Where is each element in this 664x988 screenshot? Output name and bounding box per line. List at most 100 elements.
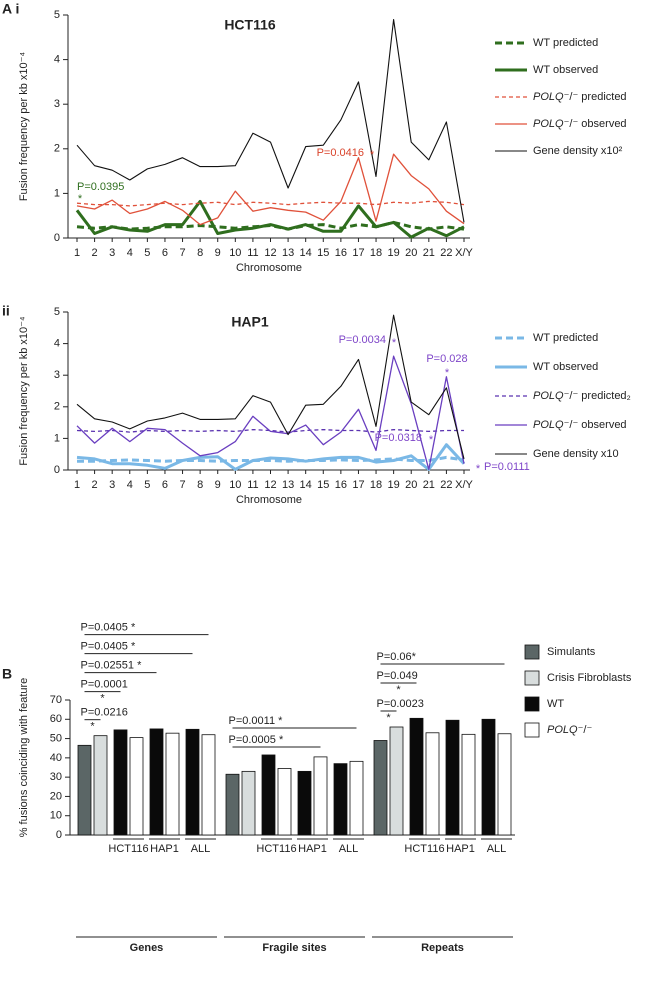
legend-label: WT predicted: [533, 37, 598, 49]
y-axis-label: Fusion frequency per kb x10⁻⁴: [18, 316, 30, 466]
legend-label: POLQ⁻/⁻ predicted₂: [533, 390, 631, 402]
group-label: Repeats: [421, 942, 464, 954]
subgroup-label: HCT116: [404, 843, 444, 855]
bar: [225, 773, 240, 836]
x-tick-label: 3: [109, 479, 115, 491]
x-tick-label: 12: [264, 479, 276, 491]
bar: [277, 768, 292, 836]
series-line: [76, 314, 465, 460]
x-tick-label: 10: [229, 479, 241, 491]
y-tick-label: 40: [50, 752, 62, 764]
x-tick-label: 15: [317, 247, 329, 259]
x-tick-label: 16: [335, 247, 347, 259]
series-line: [76, 355, 465, 471]
bar: [113, 729, 128, 836]
y-tick-label: 4: [54, 338, 60, 350]
subgroup-label: ALL: [339, 843, 359, 855]
legend-label: POLQ⁻/⁻: [547, 724, 592, 736]
comparison-label: P=0.0405 *: [81, 622, 136, 634]
x-tick-label: 6: [162, 479, 168, 491]
x-tick-label: 3: [109, 247, 115, 259]
bar: [313, 756, 328, 836]
subgroup-label: ALL: [191, 843, 211, 855]
x-tick-label: 21: [423, 247, 435, 259]
comparison-label: P=0.02551 *: [81, 660, 143, 672]
bar: [333, 763, 348, 836]
comparison-label: P=0.0216: [81, 707, 128, 719]
x-tick-label: X/Y: [455, 247, 473, 259]
series-line: [76, 200, 465, 207]
annotation: P=0.028: [426, 353, 467, 365]
y-axis-label: Fusion frequency per kb x10⁻⁴: [18, 52, 30, 202]
y-tick-label: 50: [50, 732, 62, 744]
bar: [149, 728, 164, 836]
x-tick-label: 14: [300, 479, 312, 491]
x-tick-label: 10: [229, 247, 241, 259]
series-line: [75, 199, 465, 239]
comparison-star: *: [100, 693, 105, 705]
y-tick-label: 3: [54, 98, 60, 110]
legend-swatch: [524, 696, 540, 712]
x-axis-label: Chromosome: [236, 494, 302, 506]
annotation: *: [392, 337, 397, 349]
panel-label: B: [2, 666, 12, 682]
bar: [497, 733, 512, 836]
annotation: P=0.0111: [484, 461, 530, 473]
bar: [261, 754, 276, 836]
bar: [77, 744, 92, 836]
comparison-label: P=0.0011 *: [229, 715, 284, 727]
x-tick-label: 6: [162, 247, 168, 259]
bar: [481, 718, 496, 836]
y-tick-label: 5: [54, 306, 60, 318]
y-tick-label: 20: [50, 790, 62, 802]
legend-label: POLQ⁻/⁻ predicted: [533, 91, 627, 103]
x-tick-label: 11: [247, 479, 258, 491]
comparison-label: P=0.0405 *: [81, 641, 136, 653]
legend-label: POLQ⁻/⁻ observed: [533, 419, 627, 431]
x-tick-label: 9: [215, 247, 221, 259]
panel-label: A i: [2, 1, 19, 17]
comparison-label: P=0.0023: [377, 698, 424, 710]
annotation: P=0.0416: [317, 147, 364, 159]
x-tick-label: 1: [74, 247, 80, 259]
y-tick-label: 1: [54, 187, 60, 199]
x-tick-label: 8: [197, 247, 203, 259]
annotation: *: [429, 434, 434, 446]
x-tick-label: 4: [127, 247, 133, 259]
x-tick-label: 20: [405, 479, 417, 491]
legend-label: WT: [547, 698, 564, 710]
legend-label: POLQ⁻/⁻ observed: [533, 118, 627, 130]
y-tick-label: 0: [56, 829, 62, 841]
x-tick-label: 1: [74, 479, 80, 491]
x-tick-label: 22: [440, 247, 452, 259]
bar: [409, 717, 424, 836]
bar: [461, 733, 476, 836]
group-label: Fragile sites: [262, 942, 326, 954]
legend-swatch: [524, 670, 540, 686]
legend-swatch: [524, 722, 540, 738]
x-tick-label: X/Y: [455, 479, 473, 491]
annotation: *: [370, 149, 375, 161]
subgroup-label: HAP1: [298, 843, 327, 855]
legend-label: Simulants: [547, 646, 596, 658]
annotation: *: [476, 463, 481, 475]
y-tick-label: 5: [54, 9, 60, 21]
x-tick-label: 17: [352, 247, 364, 259]
y-tick-label: 0: [54, 232, 60, 244]
x-tick-label: 18: [370, 247, 382, 259]
annotation: *: [78, 193, 83, 205]
x-tick-label: 7: [179, 247, 185, 259]
comparison-label: P=0.0005 *: [229, 734, 284, 746]
series-line: [76, 220, 465, 231]
y-tick-label: 70: [50, 694, 62, 706]
subgroup-label: ALL: [487, 843, 507, 855]
x-tick-label: 14: [300, 247, 312, 259]
y-tick-label: 2: [54, 143, 60, 155]
series-line: [76, 443, 466, 471]
x-tick-label: 19: [388, 247, 400, 259]
bar: [129, 737, 144, 836]
y-tick-label: 3: [54, 369, 60, 381]
x-tick-label: 2: [92, 247, 98, 259]
y-tick-label: 30: [50, 771, 62, 783]
comparison-star: *: [396, 684, 401, 696]
